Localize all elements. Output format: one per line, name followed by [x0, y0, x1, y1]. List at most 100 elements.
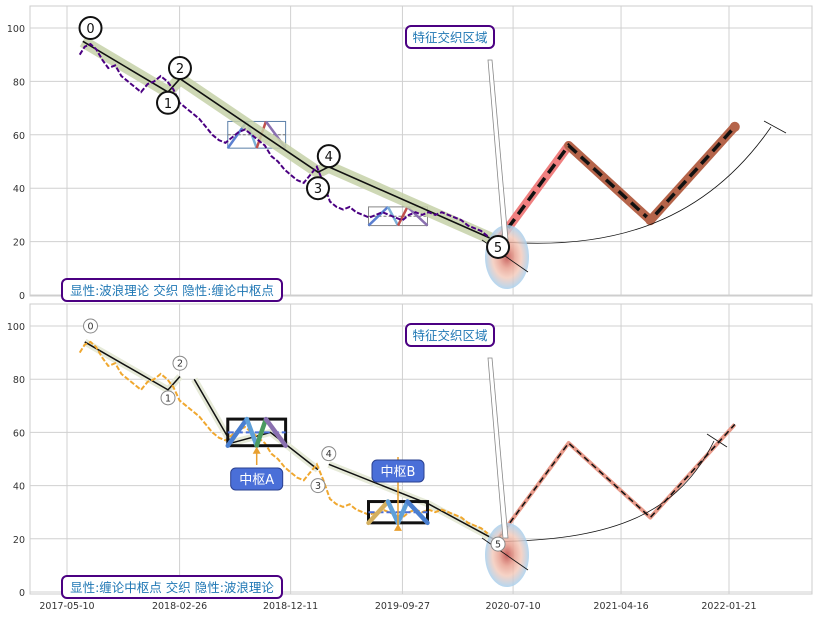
- x-tick-label: 2018-02-26: [152, 601, 207, 612]
- wave-point-label: 5: [494, 241, 502, 256]
- y-tick-label: 20: [13, 535, 25, 546]
- wave-point-marker: [316, 144, 341, 169]
- wave-point-marker: [321, 446, 337, 462]
- wave-point-marker: [78, 16, 103, 40]
- wave-line: [82, 40, 499, 243]
- center-zigzag: [385, 499, 401, 526]
- wave-point-label: 0: [87, 322, 93, 333]
- center-zigzag: [367, 205, 389, 227]
- wave-point-marker: [160, 390, 176, 406]
- x-tick-label: 2017-05-10: [39, 601, 94, 612]
- bottom-grid: [30, 304, 812, 594]
- x-tick-label: 2019-09-27: [375, 601, 430, 612]
- wave-point-label: 1: [164, 97, 172, 112]
- wave-point-label: 1: [165, 393, 171, 404]
- y-tick-label: 20: [13, 238, 25, 249]
- bottom-region-text: 特征交织区域: [412, 328, 487, 343]
- wave-point-label: 4: [325, 150, 333, 165]
- wave-line: [84, 341, 181, 391]
- wave-point-marker: [156, 90, 181, 115]
- region-arrow: [487, 59, 509, 241]
- wave-point-marker: [172, 355, 188, 371]
- wave-point-marker: [167, 56, 192, 81]
- bottom-caption-text: 显性:缠论中枢点 交织 隐性:波浪理论: [70, 580, 274, 595]
- top-caption-label: 显性:波浪理论 交织 隐性:缠论中枢点: [61, 278, 283, 302]
- top-plot-frame: [29, 5, 813, 297]
- wave-point-label: 2: [177, 359, 183, 370]
- top-region-label: 特征交织区域: [405, 25, 495, 49]
- bottom-region-label: 特征交织区域: [405, 323, 495, 347]
- bottom-wave: [82, 338, 500, 545]
- wave-point-marker: [490, 536, 506, 552]
- top-wave: [79, 36, 501, 248]
- x-tick-label: 2020-07-10: [485, 601, 540, 612]
- wave-point-marker: [83, 318, 99, 334]
- center-zigzag: [225, 416, 250, 448]
- center-pointer-head: [394, 523, 402, 531]
- forecast-dash: [496, 125, 737, 243]
- x-tick-label: 2018-12-11: [263, 601, 318, 612]
- forecast-curve: [498, 440, 715, 542]
- top-wave-points: 0 1 2 3 4 5: [78, 16, 511, 259]
- top-y-tick-labels: 0 20 40 60 80 100: [7, 24, 25, 302]
- center-zigzag: [406, 205, 429, 227]
- top-region-text: 特征交织区域: [412, 30, 487, 45]
- center-label-box: [371, 459, 425, 483]
- wave-line: [193, 378, 319, 471]
- x-tick-label: 2022-01-21: [701, 601, 756, 612]
- bottom-plot-frame: [29, 303, 813, 595]
- y-tick-label: 40: [13, 184, 25, 195]
- wave-point-label: 5: [495, 540, 501, 551]
- center-zigzag: [395, 499, 410, 526]
- y-tick-label: 100: [7, 322, 25, 333]
- center-zigzag: [405, 499, 430, 526]
- target-line: [481, 537, 529, 571]
- wave-point-marker: [486, 234, 511, 259]
- bottom-wave-points: 0 1 2 3 4 5: [83, 318, 506, 552]
- center-pointer-head: [252, 446, 261, 454]
- center-zigzag: [263, 416, 288, 448]
- wave-point-marker: [310, 478, 326, 494]
- center-zigzag: [244, 416, 259, 448]
- wave-point-label: 4: [326, 449, 332, 460]
- center-label-box: [230, 467, 284, 491]
- bottom-x-tick-labels: 2017-05-10 2018-02-26 2018-12-11 2019-09-27…: [39, 601, 756, 612]
- top-caption-text: 显性:波浪理论 交织 隐性:缠论中枢点: [70, 283, 274, 298]
- forecast-curve-cap: [706, 433, 728, 448]
- center-zigzag: [366, 499, 391, 526]
- y-tick-label: 60: [13, 131, 25, 142]
- top-price-series: [78, 42, 489, 238]
- x-tick-label: 2021-04-16: [593, 601, 648, 612]
- forecast-dash: [497, 423, 736, 540]
- wave-point-label: 2: [176, 62, 184, 77]
- bottom-y-tick-labels: 0 20 40 60 80 100: [7, 322, 25, 599]
- forecast-curve-cap: [763, 120, 787, 134]
- y-tick-label: 60: [13, 428, 25, 439]
- wave-point-label: 0: [86, 22, 94, 37]
- y-tick-label: 0: [19, 588, 25, 599]
- price-line: [78, 42, 489, 238]
- y-tick-label: 100: [7, 24, 25, 35]
- region-arrow: [487, 357, 509, 539]
- forecast-curve: [498, 126, 772, 244]
- center-label: 中枢B: [381, 465, 416, 480]
- wave-point-label: 3: [315, 481, 321, 492]
- forecast-node: [729, 121, 740, 132]
- bottom-forecast: [496, 423, 737, 542]
- wave-point-label: 3: [314, 182, 322, 197]
- y-tick-label: 80: [13, 375, 25, 386]
- center-label: 中枢A: [239, 473, 274, 488]
- y-tick-label: 40: [13, 482, 25, 493]
- forecast-node: [645, 215, 656, 226]
- top-panel: 0 20 40 60 80 100 0 1 2 3 4 5 特征交织区域 显性:波浪理论 交织 隐性…: [7, 5, 813, 302]
- bottom-caption-label: 显性:缠论中枢点 交织 隐性:波浪理论: [61, 575, 283, 599]
- wave-point-marker: [305, 176, 330, 201]
- y-tick-label: 0: [19, 291, 25, 302]
- wave-line: [328, 463, 499, 543]
- bottom-centers: 中枢A 中枢B: [225, 416, 430, 531]
- center-zigzag: [396, 206, 409, 227]
- center-zigzag: [254, 416, 269, 448]
